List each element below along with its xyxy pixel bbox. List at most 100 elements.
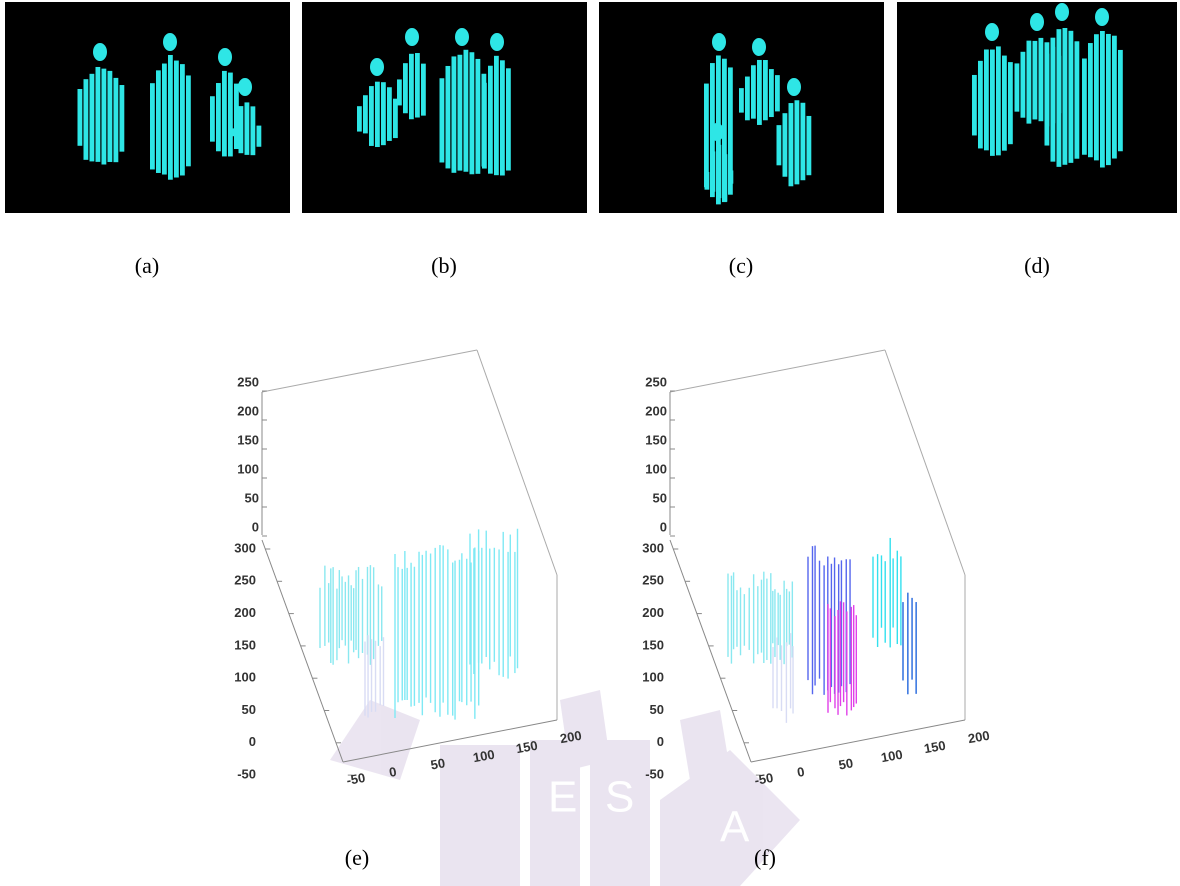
silhouette-stripe <box>403 63 408 113</box>
z-tick-label: 250 <box>645 374 667 389</box>
watermark-letter: E <box>548 773 577 822</box>
silhouette-stripe <box>1100 31 1105 167</box>
silhouette-stripe <box>1063 28 1068 165</box>
silhouette-stripe <box>1094 34 1099 160</box>
silhouette-stripe <box>769 69 774 117</box>
photo <box>599 2 884 213</box>
silhouette-stripe <box>1021 52 1026 118</box>
silhouette-stripe <box>1015 63 1020 111</box>
silhouette-stripe <box>186 75 191 166</box>
y-tick-label: 250 <box>234 573 256 588</box>
silhouette-stripe <box>1088 43 1093 157</box>
silhouette-stripe <box>494 56 499 175</box>
silhouette-stripe <box>222 71 227 157</box>
z-tick-label: 150 <box>645 432 667 447</box>
y-tick-label: 50 <box>242 702 256 717</box>
silhouette-stripe <box>168 55 173 180</box>
y-tick-label: -50 <box>645 767 664 782</box>
silhouette-stripe <box>446 66 451 168</box>
silhouette-stripe <box>415 53 420 117</box>
z-tick-label: 50 <box>653 490 667 505</box>
silhouette-stripe <box>397 79 402 105</box>
y-tick-label: 200 <box>234 605 256 620</box>
z-tick-label: 150 <box>237 432 259 447</box>
panel-caption: (c) <box>729 253 753 278</box>
y-tick-label: 300 <box>234 540 256 555</box>
silhouette-stripe <box>751 65 756 118</box>
silhouette-stripe <box>228 73 233 157</box>
box-edge <box>885 350 965 575</box>
silhouette-stripe <box>363 95 368 133</box>
y-tick-label: 50 <box>650 702 664 717</box>
panel-caption: (f) <box>754 845 776 870</box>
silhouette-head <box>455 28 469 46</box>
silhouette-stripe <box>381 82 386 145</box>
silhouette-stripe <box>440 78 445 162</box>
watermark-letter: S <box>605 773 634 822</box>
x-tick-label: 50 <box>429 755 446 772</box>
watermark-letter: A <box>720 803 750 852</box>
z-tick-label: 250 <box>237 374 259 389</box>
z-tick-label: 100 <box>237 461 259 476</box>
silhouette-stripe <box>84 79 89 160</box>
silhouette-stripe <box>476 59 481 174</box>
silhouette-stripe <box>711 151 716 191</box>
silhouette-stripe <box>1027 41 1032 124</box>
silhouette-stripe <box>90 74 95 162</box>
silhouette-stripe <box>180 64 185 175</box>
photo <box>897 2 1177 213</box>
photo <box>302 2 587 213</box>
silhouette-head <box>985 23 999 41</box>
silhouette-stripe <box>705 172 710 190</box>
silhouette-stripe <box>369 86 374 146</box>
y-tick-label: 300 <box>642 540 664 555</box>
silhouette-head <box>1030 13 1044 31</box>
silhouette-stripe <box>233 128 238 136</box>
silhouette-stripe <box>234 84 239 149</box>
silhouette-stripe <box>245 102 250 154</box>
y-tick-label: -50 <box>237 767 256 782</box>
silhouette-stripe <box>777 125 782 165</box>
silhouette-stripe <box>1118 50 1123 151</box>
silhouette-stripe <box>1033 41 1038 120</box>
silhouette-head <box>490 33 504 51</box>
silhouette-stripe <box>156 70 161 173</box>
silhouette-head <box>1095 8 1109 26</box>
photo <box>5 2 290 213</box>
y-tick-label: 200 <box>642 605 664 620</box>
silhouette-stripe <box>745 77 750 121</box>
silhouette-stripe <box>1106 34 1111 165</box>
silhouette-stripe <box>239 106 244 153</box>
silhouette-stripe <box>357 106 362 131</box>
silhouette-stripe <box>120 85 125 152</box>
silhouette-stripe <box>775 75 780 111</box>
silhouette-stripe <box>421 64 426 116</box>
silhouette-stripe <box>795 100 800 184</box>
y-tick-label: 0 <box>249 734 256 749</box>
y-tick-label: 250 <box>642 573 664 588</box>
y-tick-label: 100 <box>234 670 256 685</box>
silhouette-stripe <box>108 71 113 162</box>
panel-caption: (e) <box>345 845 369 870</box>
silhouette-stripe <box>972 75 977 136</box>
silhouette-head <box>787 78 801 96</box>
z-tick-label: 100 <box>645 461 667 476</box>
silhouette-stripe <box>1008 62 1013 144</box>
silhouette-head <box>712 33 726 51</box>
x-tick-label: 200 <box>967 728 991 747</box>
z-tick-label: 0 <box>252 519 259 534</box>
silhouette-stripe <box>387 87 392 141</box>
z-tick-label: 50 <box>245 490 259 505</box>
box-edge <box>670 350 885 392</box>
silhouette-stripe <box>1039 38 1044 121</box>
silhouette-stripe <box>257 126 262 147</box>
silhouette-stripe <box>464 50 469 172</box>
silhouette-stripe <box>704 84 709 188</box>
silhouette-stripe <box>1082 59 1087 155</box>
silhouette-stripe <box>729 170 734 183</box>
silhouette-stripe <box>102 69 107 165</box>
watermark: E S A <box>330 690 800 886</box>
silhouette-stripe <box>210 96 215 141</box>
silhouette-stripe <box>458 55 463 171</box>
y-tick-label: 150 <box>234 637 256 652</box>
